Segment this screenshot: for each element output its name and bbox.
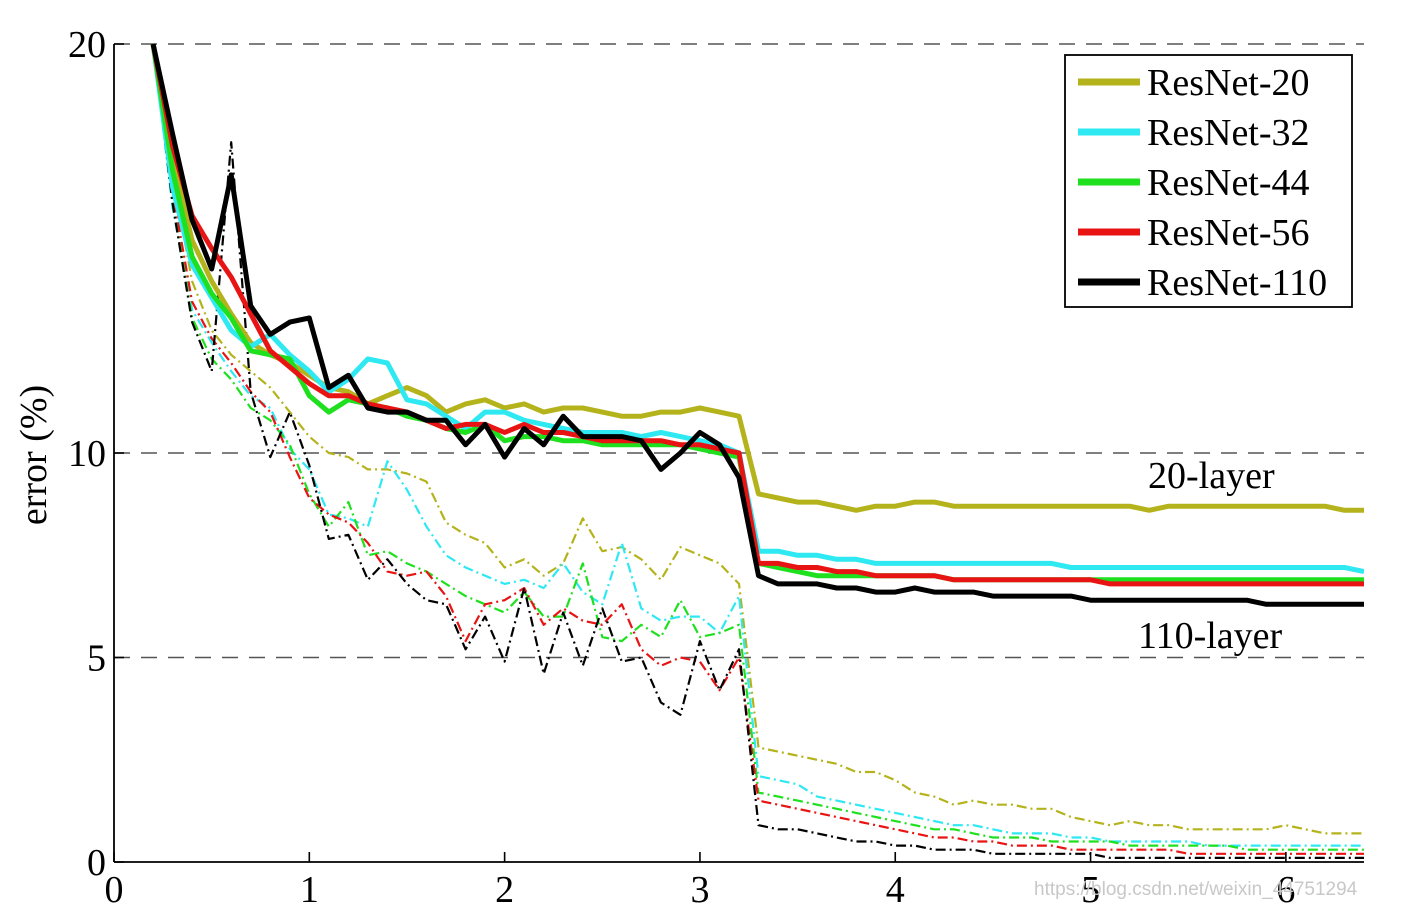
legend-label-resnet-110: ResNet-110 [1147,262,1327,304]
legend-label-resnet-20: ResNet-20 [1147,62,1310,104]
annotation-110-layer: 110-layer [1138,615,1283,657]
train-series-group [152,43,1364,860]
legend-label-resnet-44: ResNet-44 [1147,162,1310,204]
x-tick-label-2: 2 [495,869,514,911]
y-tick-label-10: 10 [68,433,106,475]
x-tick-label-3: 3 [690,869,709,911]
series-line-resnet-110 [150,43,1364,607]
watermark-text: https://blog.csdn.net/weixin_44751294 [1034,879,1358,900]
x-tick-label-6: 6 [1276,869,1295,911]
legend-label-resnet-56: ResNet-56 [1147,212,1310,254]
tick-labels: 0 5 10 20 0 1 2 3 4 5 6 [68,24,1295,911]
series-line-resnet-110-train [152,43,1364,860]
y-tick-label-0: 0 [87,842,106,884]
y-axis-label: error (%) [13,385,55,525]
x-tick-label-1: 1 [300,869,319,911]
x-tick-label-5: 5 [1081,869,1100,911]
legend: ResNet-20 ResNet-32 ResNet-44 ResNet-56 ResN… [1064,54,1353,308]
series-line-resnet-20-train [152,43,1364,835]
legend-label-resnet-32: ResNet-32 [1147,112,1310,154]
y-tick-label-5: 5 [87,638,106,680]
test-series-group [150,43,1364,607]
x-tick-label-0: 0 [105,869,124,911]
x-tick-label-4: 4 [886,869,905,911]
annotation-20-layer: 20-layer [1148,455,1275,497]
y-tick-label-20: 20 [68,24,106,66]
series-line-resnet-56-train [152,43,1364,855]
